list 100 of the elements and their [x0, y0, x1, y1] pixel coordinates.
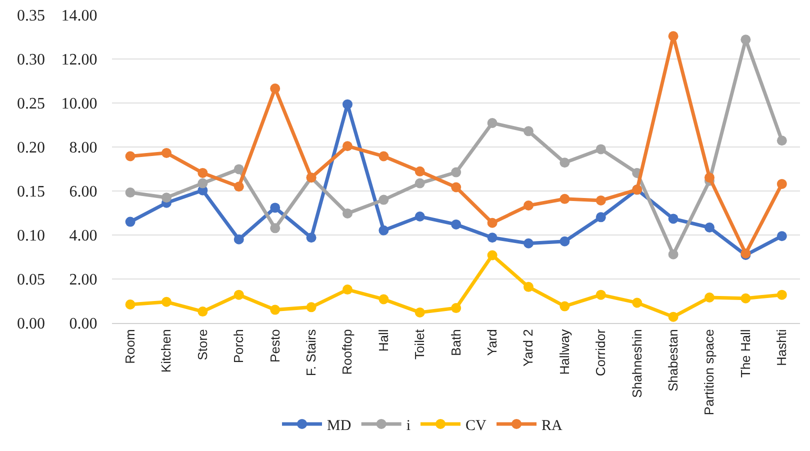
point — [451, 182, 462, 192]
y-tick-label: 12.00 — [61, 52, 98, 69]
y-tick-label: 2.00 — [69, 272, 98, 289]
point — [378, 294, 389, 304]
y2-tick-label: 0.05 — [17, 272, 45, 289]
y2-tick-label: 0.30 — [17, 52, 45, 69]
point — [162, 148, 172, 158]
point — [414, 166, 425, 176]
point — [487, 250, 498, 260]
point — [704, 292, 714, 302]
point — [487, 218, 498, 228]
point — [378, 194, 389, 205]
point — [668, 249, 678, 260]
y-tick-label: 8.00 — [69, 140, 98, 157]
x-tick-label: Hashti — [774, 329, 790, 366]
point — [198, 306, 208, 317]
point — [125, 300, 136, 310]
x-tick-label: Rooftop — [340, 329, 355, 375]
point — [560, 158, 570, 168]
point — [668, 214, 678, 224]
y-tick-label: 10.00 — [61, 96, 98, 113]
point — [378, 225, 389, 236]
point — [560, 194, 570, 204]
x-tick-label: Partition space — [702, 329, 717, 416]
y-tick-label: 4.00 — [69, 228, 98, 245]
point — [414, 178, 425, 188]
point — [776, 178, 787, 189]
x-tick-label: Corridor — [593, 328, 608, 376]
point — [270, 202, 280, 213]
x-tick-label: Hallway — [556, 328, 572, 375]
y2-tick-label: 0.35 — [17, 8, 45, 25]
point — [668, 312, 678, 322]
legend-label: i — [406, 418, 411, 434]
point — [596, 144, 606, 154]
x-tick-label: Toilet — [412, 328, 428, 360]
point — [776, 290, 787, 300]
point — [234, 182, 244, 192]
point — [342, 99, 352, 110]
point — [776, 136, 787, 146]
point — [704, 222, 714, 233]
point — [451, 167, 462, 178]
point — [378, 151, 389, 162]
point — [306, 232, 316, 243]
point — [125, 188, 136, 198]
point — [596, 290, 606, 300]
point — [524, 238, 534, 248]
x-tick-label: The Hall — [738, 329, 753, 378]
y-tick-label: 0.00 — [69, 316, 98, 333]
x-tick-label: Pesto — [267, 329, 282, 362]
point — [487, 118, 498, 128]
y2-tick-label: 0.10 — [17, 228, 45, 245]
point — [234, 234, 244, 244]
point — [740, 293, 751, 304]
y2-tick-label: 0.20 — [17, 140, 45, 157]
point — [234, 164, 244, 174]
legend-label: RA — [542, 418, 563, 434]
point — [162, 192, 172, 203]
point — [524, 282, 534, 292]
x-tick-label: Porch — [231, 329, 246, 364]
point — [414, 212, 425, 222]
point — [560, 301, 570, 312]
point — [342, 208, 352, 218]
point — [270, 304, 280, 315]
point — [668, 31, 678, 42]
point — [270, 223, 280, 234]
y-tick-label: 6.00 — [69, 184, 98, 201]
point — [451, 219, 462, 230]
x-tick-label: Shabestan — [666, 329, 681, 392]
y2-tick-label: 0.25 — [17, 96, 45, 113]
point — [342, 284, 352, 295]
point — [306, 302, 316, 312]
x-tick-label: F. Stairs — [304, 328, 319, 376]
legend-label: CV — [466, 418, 487, 434]
x-tick-label: Room — [122, 329, 138, 364]
point — [270, 83, 280, 94]
point — [704, 172, 714, 183]
point — [414, 307, 425, 318]
point — [234, 290, 244, 300]
point — [198, 178, 208, 188]
point — [776, 231, 787, 242]
x-tick-label: Bath — [448, 329, 464, 356]
x-tick-label: Hall — [376, 329, 391, 352]
point — [740, 34, 751, 45]
point — [524, 200, 534, 211]
point — [342, 141, 352, 152]
point — [560, 236, 570, 246]
y2-tick-label: 0.15 — [17, 184, 45, 201]
y-tick-label: 14.00 — [61, 8, 98, 25]
point — [596, 212, 606, 222]
point — [632, 298, 642, 308]
point — [524, 126, 534, 136]
x-tick-label: Kitchen — [158, 329, 174, 373]
point — [125, 216, 136, 227]
point — [487, 232, 498, 243]
point — [198, 168, 208, 178]
x-tick-label: Yard — [484, 329, 500, 356]
x-tick-label: Store — [194, 329, 210, 360]
x-tick-label: Yard 2 — [520, 329, 536, 367]
point — [162, 296, 172, 307]
x-tick-label: Shahneshin — [629, 329, 644, 398]
